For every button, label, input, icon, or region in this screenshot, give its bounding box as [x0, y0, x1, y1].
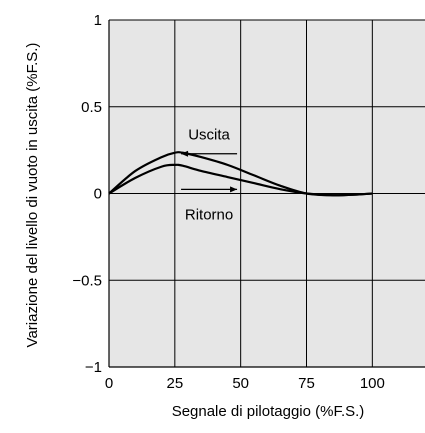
- y-tick-label: 0.5: [81, 99, 102, 116]
- x-tick-label: 75: [298, 375, 315, 392]
- x-axis-label: Segnale di pilotaggio (%F.S.): [172, 403, 365, 420]
- series-lines: [108, 151, 373, 197]
- annotations: Uscita Ritorno: [181, 127, 238, 223]
- annotation-uscita: Uscita: [188, 127, 230, 144]
- y-tick-label: −1: [85, 359, 102, 376]
- y-tick-label: −0.5: [72, 272, 102, 289]
- x-tick-label: 100: [360, 375, 385, 392]
- x-tick-label: 0: [105, 375, 113, 392]
- annotation-ritorno: Ritorno: [185, 206, 233, 223]
- tick-labels: 0 25 50 75 100 1 0.5 0 −0.5 −1: [72, 12, 384, 392]
- annotation-arrowhead: [230, 186, 238, 193]
- y-axis-label: Variazione del livello di vuoto in uscit…: [24, 43, 41, 348]
- annotation-arrowhead: [181, 150, 189, 157]
- y-tick-label: 0: [94, 186, 102, 203]
- y-tick-label: 1: [94, 12, 102, 29]
- x-tick-label: 50: [232, 375, 249, 392]
- series-line-ritorno: [108, 163, 373, 197]
- x-tick-label: 25: [166, 375, 183, 392]
